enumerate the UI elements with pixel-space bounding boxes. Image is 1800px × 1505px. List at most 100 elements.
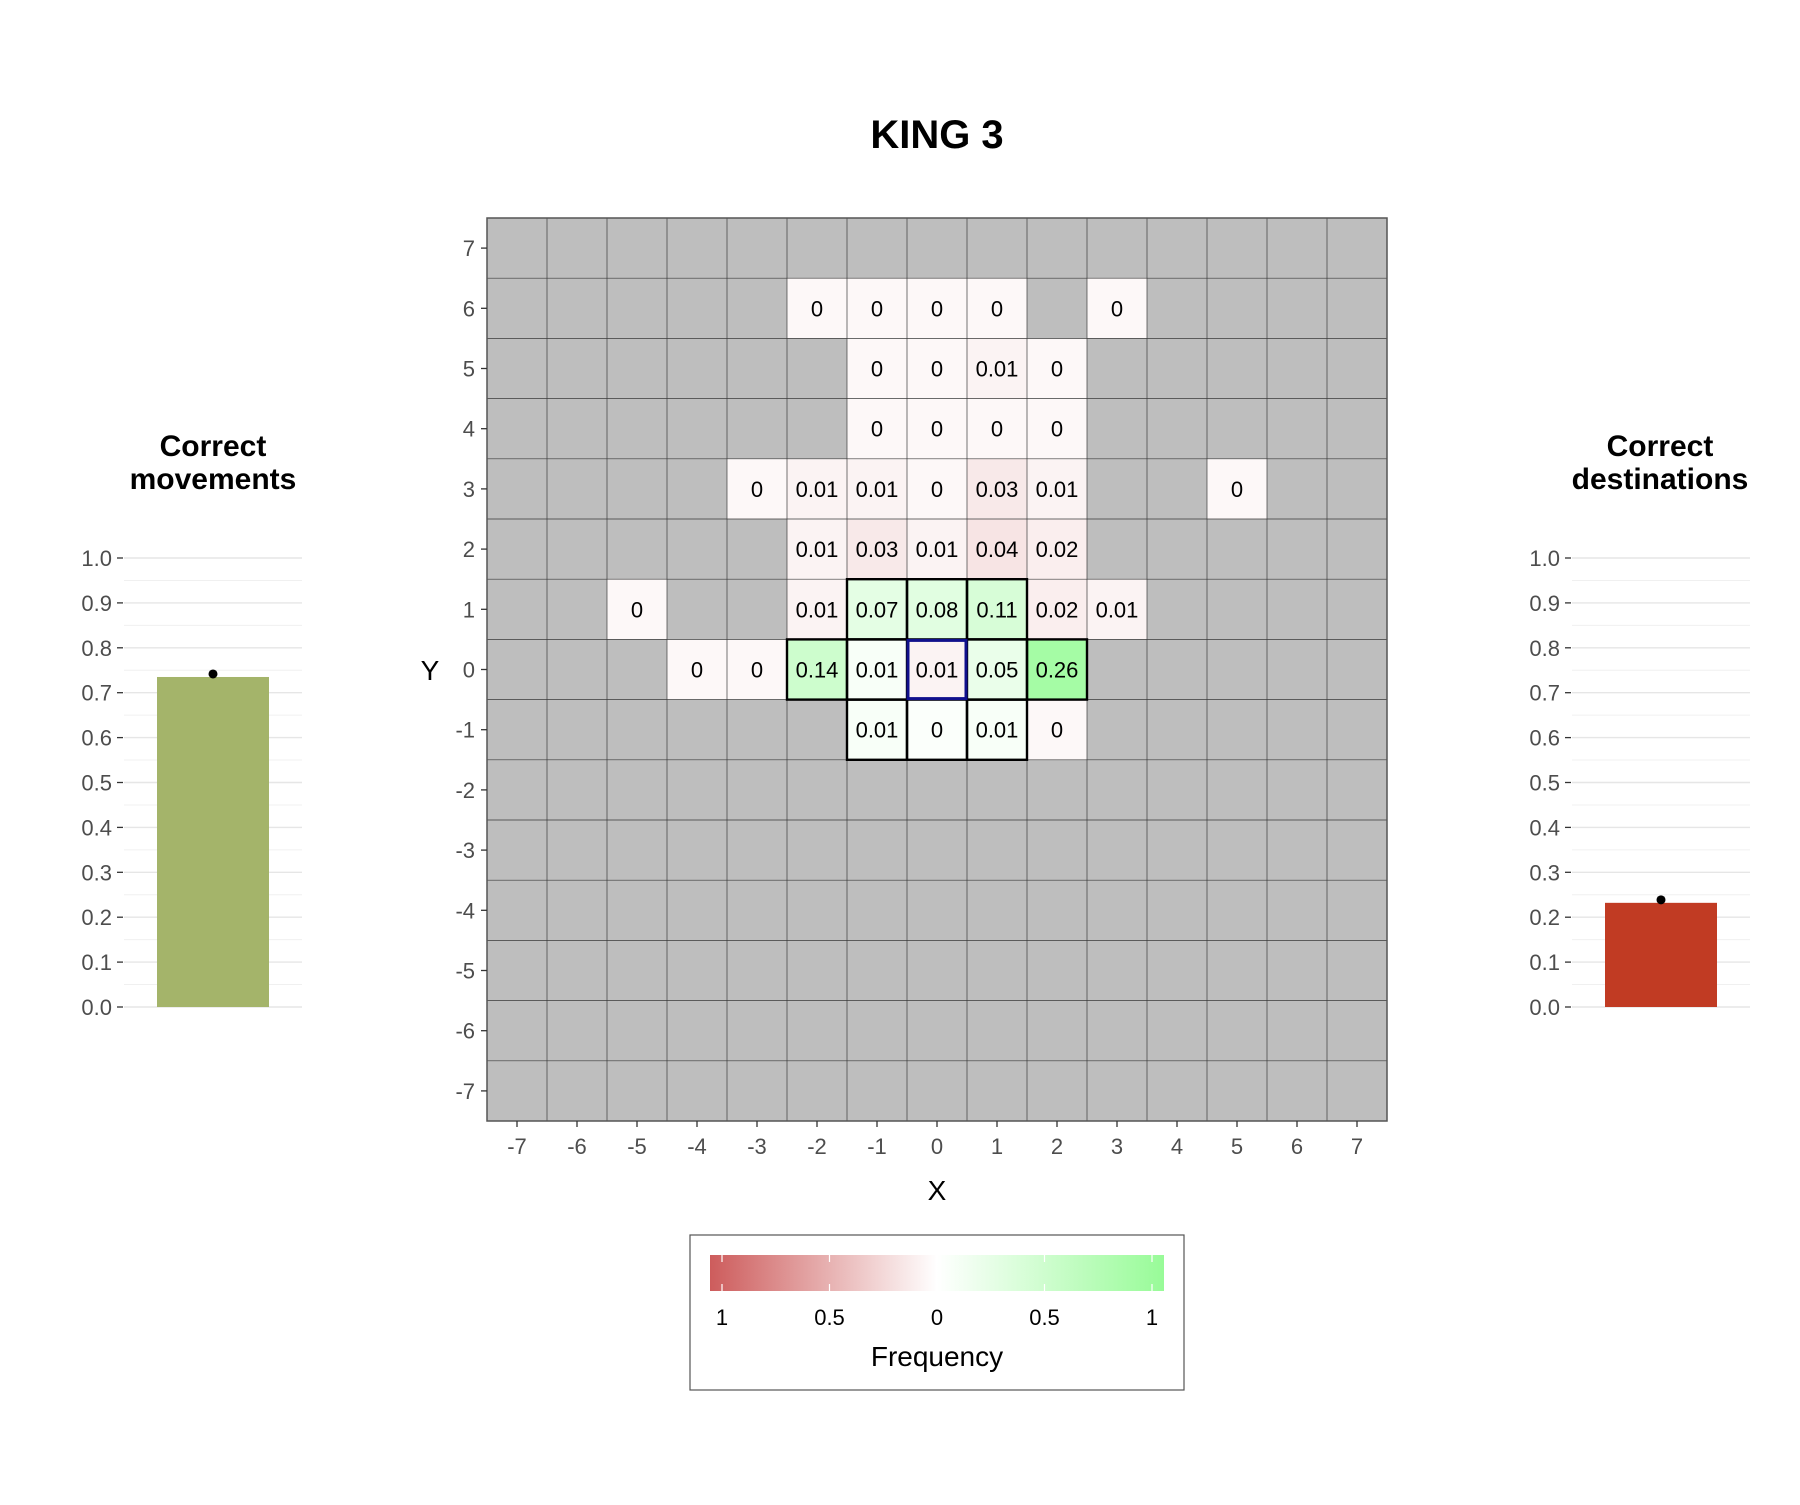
correct-destinations-bar-chart: 0.0 0.1 0.2 0.3 0.4 0.5 0.6 0.7 0.8 0.9 1.0 <box>1529 546 1750 1020</box>
heatmap-cell <box>967 398 1027 459</box>
legend-tick-label: 1 <box>716 1305 728 1330</box>
heatmap-cell <box>847 639 907 700</box>
bar <box>1605 902 1717 1007</box>
y-tick-label: -4 <box>455 898 475 923</box>
legend-tick-label: 0.5 <box>1029 1305 1060 1330</box>
x-tick-label: -5 <box>627 1134 647 1159</box>
heatmap-cell <box>1027 458 1087 519</box>
bar-value-point <box>208 669 218 679</box>
heatmap-cell <box>907 639 967 700</box>
y-tick-label: 6 <box>463 296 475 321</box>
x-tick-label: 5 <box>1231 1134 1243 1159</box>
y-tick-label: 0.0 <box>81 995 112 1020</box>
cell-label: 0.08 <box>916 597 959 622</box>
x-tick-label: -2 <box>807 1134 827 1159</box>
correct-movements-panel: Correct movements 0.00.10.20.30.40.50.60… <box>81 430 302 1020</box>
legend-tick-label: 0.5 <box>814 1305 845 1330</box>
cell-label: 0 <box>751 477 763 502</box>
cell-label: 0 <box>871 296 883 321</box>
cell-label: 0 <box>931 477 943 502</box>
x-tick-label: -1 <box>867 1134 887 1159</box>
heatmap-cell <box>1027 639 1087 700</box>
heatmap-cell <box>787 639 847 700</box>
cell-label: 0 <box>1231 477 1243 502</box>
heatmap-cell <box>907 398 967 459</box>
cell-label: 0.05 <box>976 658 1019 683</box>
legend-ticks: 1 0.5 0 0.5 1 <box>716 1255 1158 1330</box>
heatmap-cell <box>967 278 1027 339</box>
heatmap-cell <box>847 579 907 640</box>
correct-destinations-title-line-2: destinations <box>1572 463 1749 496</box>
y-tick-label: -1 <box>455 718 475 743</box>
x-tick-label: -4 <box>687 1134 707 1159</box>
y-tick-label: 1 <box>463 597 475 622</box>
heatmap-cell <box>787 278 847 339</box>
y-tick-label: 0.2 <box>1529 905 1560 930</box>
heatmap-cell <box>727 458 787 519</box>
y-tick-label: -2 <box>455 778 475 803</box>
cell-label: 0 <box>931 357 943 382</box>
correct-move-outline <box>965 698 1029 761</box>
y-tick-label: 0.8 <box>81 636 112 661</box>
y-tick-label: 0.9 <box>81 591 112 616</box>
heatmap-cell <box>667 639 727 700</box>
cell-label: 0.01 <box>976 357 1019 382</box>
cell-label: 0 <box>991 417 1003 442</box>
cell-label: 0 <box>871 417 883 442</box>
x-tick-label: 2 <box>1051 1134 1063 1159</box>
cell-label: 0.01 <box>976 718 1019 743</box>
y-tick-label: 1.0 <box>81 546 112 571</box>
correct-movements-bar-chart: 0.0 0.1 0.2 0.3 0.4 0.5 0.6 0.7 0.8 0.9 1.0 <box>81 546 302 1020</box>
heatmap-cell <box>1027 579 1087 640</box>
heatmap-cell <box>787 519 847 580</box>
heatmap-cell <box>967 699 1027 760</box>
cell-label: 0.01 <box>796 477 839 502</box>
y-tick-label: 0.3 <box>1529 860 1560 885</box>
heatmap-cell <box>847 519 907 580</box>
cell-label: 0.07 <box>856 597 899 622</box>
heatmap-cell <box>907 579 967 640</box>
y-tick-label: 0.6 <box>1529 726 1560 751</box>
y-tick-label: 0.3 <box>81 860 112 885</box>
y-tick-label: 0.7 <box>1529 681 1560 706</box>
heatmap-cell <box>847 338 907 399</box>
heatmap-cell <box>847 278 907 339</box>
cell-label: 0 <box>811 296 823 321</box>
heatmap-panel: 0 0 0 0 0 0 0 0.01 0 0 0 0 0 0 0.01 0.01 0 0.03 0.01 0 0.01 0… <box>455 217 1388 1159</box>
correct-move-outline <box>1025 638 1089 701</box>
y-tick-label: 0.7 <box>81 681 112 706</box>
cell-label: 0.02 <box>1036 537 1079 562</box>
x-tick-label: 0 <box>931 1134 943 1159</box>
y-tick-label: 0.8 <box>1529 636 1560 661</box>
y-tick-label: 0.5 <box>1529 771 1560 796</box>
cell-label: 0.01 <box>1036 477 1079 502</box>
heatmap-cell <box>907 338 967 399</box>
cell-label: 0 <box>931 718 943 743</box>
y-tick-label: 0.1 <box>81 950 112 975</box>
y-tick-label: 5 <box>463 357 475 382</box>
heatmap-cell <box>607 579 667 640</box>
chart-title: KING 3 <box>870 113 1003 157</box>
cell-label: 0 <box>991 296 1003 321</box>
heatmap-cell <box>907 458 967 519</box>
cell-label: 0.01 <box>916 537 959 562</box>
heatmap-cell <box>1207 458 1267 519</box>
y-tick-label: 0.4 <box>81 815 112 840</box>
heatmap-cell <box>1087 579 1147 640</box>
correct-destinations-panel: Correct destinations 0.00.10.20.30.40.50… <box>1529 430 1750 1020</box>
heatmap-cell <box>967 519 1027 580</box>
cell-label: 0 <box>631 597 643 622</box>
x-tick-label: 6 <box>1291 1134 1303 1159</box>
cell-label: 0 <box>931 296 943 321</box>
cell-label: 0.11 <box>976 597 1017 622</box>
x-tick-label: -3 <box>747 1134 767 1159</box>
cell-label: 0 <box>1111 296 1123 321</box>
heatmap-cell <box>967 579 1027 640</box>
y-tick-label: -6 <box>455 1019 475 1044</box>
x-axis-label: X <box>928 1175 947 1206</box>
bar <box>157 676 269 1007</box>
y-tick-label: 0.9 <box>1529 591 1560 616</box>
cell-label: 0.14 <box>796 658 839 683</box>
y-tick-label: 0.6 <box>81 726 112 751</box>
